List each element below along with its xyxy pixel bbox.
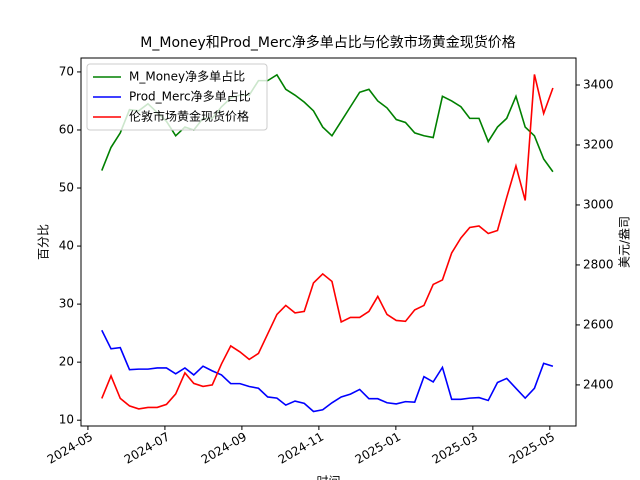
y-tick-label: 30 [59,297,74,311]
y-tick-label: 10 [59,413,74,427]
data-line [101,74,554,410]
legend-label: M_Money净多单占比 [129,69,245,84]
y-tick-label: 50 [59,181,74,195]
y2-tick-label: 3200 [583,137,614,151]
x-tick-label: 2025-05 [507,430,557,467]
data-line [101,73,554,173]
x-axis-label: 时间 [316,475,340,480]
y-tick-label: 20 [59,355,74,369]
y-axis-label: 百分比 [37,224,51,260]
x-tick-label: 2024-11 [276,430,326,467]
x-tick-label: 2024-09 [199,430,249,467]
y2-axis-label: 美元/盎司 [618,216,632,268]
y2-tick-label: 2400 [583,377,614,391]
x-tick-label: 2025-03 [430,430,480,467]
data-line [101,329,554,413]
chart-title: M_Money和Prod_Merc净多单占比与伦敦市场黄金现货价格 [140,34,515,51]
y-tick-label: 70 [59,64,74,78]
y2-tick-label: 2600 [583,317,614,331]
y2-tick-label: 3400 [583,77,614,91]
x-tick-label: 2024-07 [122,430,172,467]
legend-label: 伦敦市场黄金现货价格 [129,109,249,124]
x-tick-label: 2025-01 [353,430,403,467]
y-tick-label: 60 [59,122,74,136]
y2-tick-label: 3000 [583,197,614,211]
x-tick-label: 2024-05 [45,430,95,467]
legend-label: Prod_Merc净多单占比 [129,89,251,104]
legend-box [86,63,268,131]
y-tick-label: 40 [59,239,74,253]
plot-frame [80,57,577,427]
y2-tick-label: 2800 [583,257,614,271]
